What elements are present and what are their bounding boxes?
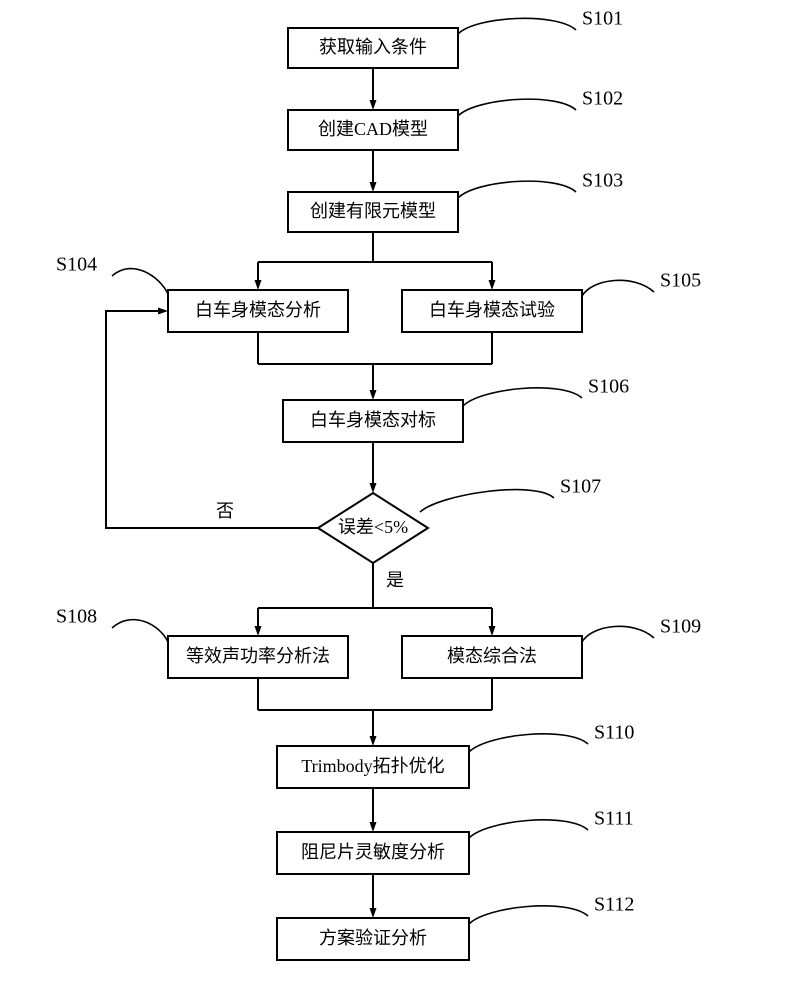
step-label-s102: S102 <box>582 88 623 110</box>
node-label: 方案验证分析 <box>319 928 427 948</box>
node-s108: 等效声功率分析法 <box>168 636 348 678</box>
step-label-s111: S111 <box>594 808 634 830</box>
node-s102: 创建CAD模型 <box>288 110 458 150</box>
node-s101: 获取输入条件 <box>288 28 458 68</box>
node-label: Trimbody拓扑优化 <box>301 756 444 776</box>
node-label: 获取输入条件 <box>319 37 427 57</box>
flowchart-canvas: 否是 获取输入条件创建CAD模型创建有限元模型白车身模态分析 白车身模态试验白车身模… <box>0 0 804 1000</box>
step-label-s108: S108 <box>56 606 97 628</box>
node-label: 创建CAD模型 <box>318 119 428 139</box>
step-label-s106: S106 <box>588 376 629 398</box>
node-s104: 白车身模态分析 <box>168 290 348 332</box>
step-label-s107: S107 <box>560 476 601 498</box>
edge-label: 是 <box>386 570 404 590</box>
node-label: 误差<5% <box>338 517 408 537</box>
edge-label-no: 否 <box>216 501 234 521</box>
node-s105: 白车身模态试验 <box>402 290 582 332</box>
node-s112: 方案验证分析 <box>277 918 469 960</box>
node-label: 创建有限元模型 <box>310 201 436 221</box>
step-label-s109: S109 <box>660 616 701 638</box>
node-label: 白车身模态分析 <box>195 300 321 320</box>
node-s107: 误差<5% <box>318 493 428 563</box>
step-label-s103: S103 <box>582 170 623 192</box>
node-s110: Trimbody拓扑优化 <box>277 746 469 788</box>
node-s111: 阻尼片灵敏度分析 <box>277 832 469 874</box>
step-label-s112: S112 <box>594 894 634 916</box>
node-label: 白车身模态对标 <box>310 410 436 430</box>
node-label: 阻尼片灵敏度分析 <box>301 842 445 862</box>
node-s109: 模态综合法 <box>402 636 582 678</box>
node-label: 等效声功率分析法 <box>186 646 330 666</box>
node-label: 模态综合法 <box>447 646 537 666</box>
node-s103: 创建有限元模型 <box>288 192 458 232</box>
step-label-s110: S110 <box>594 722 634 744</box>
node-s106: 白车身模态对标 <box>283 400 463 442</box>
step-label-s104: S104 <box>56 254 97 276</box>
step-label-s105: S105 <box>660 270 701 292</box>
step-label-s101: S101 <box>582 8 623 30</box>
node-label: 白车身模态试验 <box>429 300 555 320</box>
